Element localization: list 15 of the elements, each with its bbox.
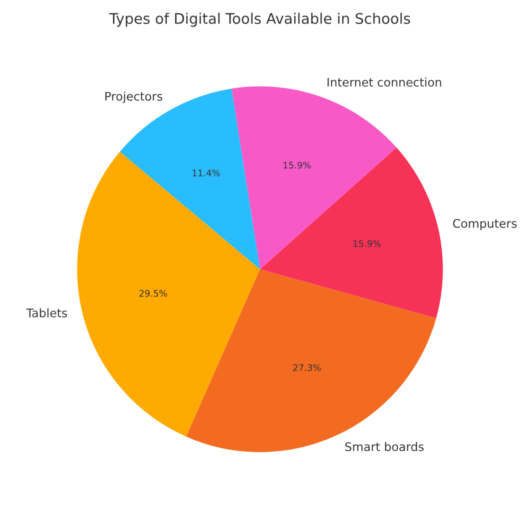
slice-label: Smart boards <box>345 442 424 452</box>
pie-slice <box>260 148 443 318</box>
chart-title: Types of Digital Tools Available in Schools <box>109 12 410 27</box>
pie-slice <box>232 86 397 270</box>
data-label: 27.3% <box>293 364 321 372</box>
data-label: 15.9% <box>354 240 381 247</box>
pie-slice <box>77 152 260 437</box>
slice-label: Internet connection <box>328 78 442 87</box>
data-label: 29.5% <box>139 290 167 297</box>
pie-slice <box>186 269 436 452</box>
slice-label: Projectors <box>105 92 162 104</box>
data-label: 11.4% <box>192 170 220 176</box>
slice-label: Tablets <box>26 308 68 318</box>
data-label: 15.9% <box>284 162 311 169</box>
slice-label: Computers <box>453 218 517 230</box>
